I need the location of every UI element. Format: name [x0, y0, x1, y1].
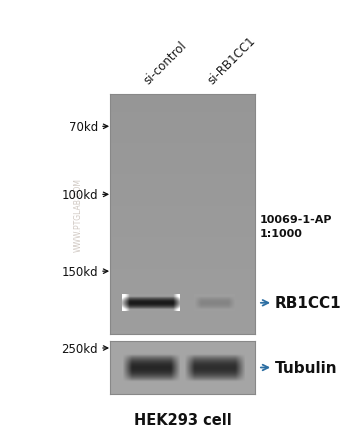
Text: 10069-1-AP
1:1000: 10069-1-AP 1:1000 [260, 215, 332, 238]
Text: 250kd: 250kd [61, 342, 98, 355]
Text: Tubulin: Tubulin [275, 360, 338, 375]
Text: 150kd: 150kd [61, 265, 98, 278]
Text: si-control: si-control [142, 39, 189, 87]
Text: 70kd: 70kd [69, 120, 98, 134]
Text: WWW.PTGLAB.COM: WWW.PTGLAB.COM [74, 177, 83, 251]
Text: si-RB1CC1: si-RB1CC1 [205, 34, 258, 87]
Text: 100kd: 100kd [61, 188, 98, 201]
Text: RB1CC1: RB1CC1 [275, 296, 342, 311]
Text: HEK293 cell: HEK293 cell [134, 412, 231, 427]
